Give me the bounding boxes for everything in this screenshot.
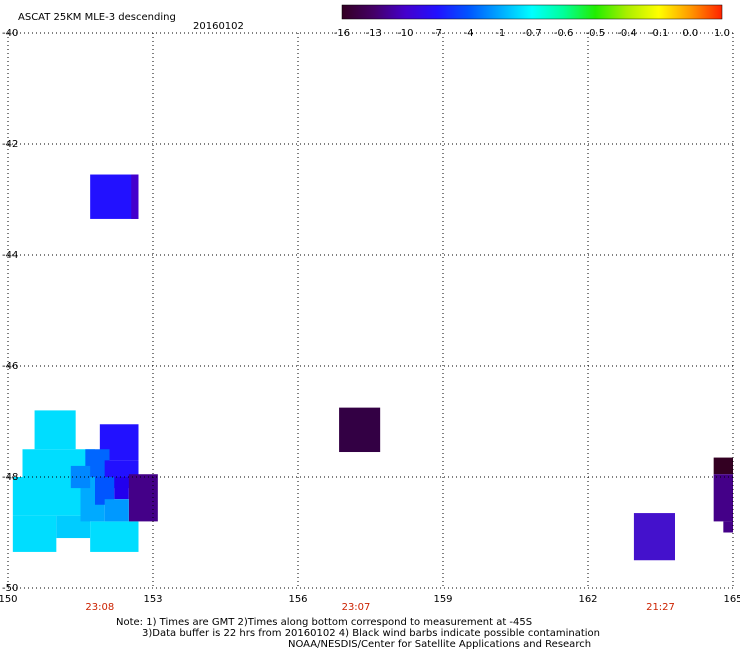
colorbar-label-2: -10 <box>397 28 413 39</box>
y-tick-label-4: -48 <box>2 472 18 483</box>
note-line-2: 3)Data buffer is 22 hrs from 20160102 4)… <box>142 628 600 639</box>
x-tick-label-3: 159 <box>433 594 452 605</box>
chart-date: 20160102 <box>193 21 244 32</box>
y-tick-label-5: -50 <box>2 583 18 594</box>
colorbar-label-10: -0.1 <box>649 28 669 39</box>
colorbar-label-5: -1 <box>495 28 505 39</box>
x-tick-label-5: 165 <box>723 594 740 605</box>
colorbar-label-3: -7 <box>432 28 442 39</box>
data-cell-21 <box>723 521 733 533</box>
time-label-0: 23:08 <box>85 602 114 613</box>
data-cell-5 <box>12 515 57 552</box>
data-cell-7 <box>90 521 139 552</box>
colorbar-gradient <box>341 4 723 20</box>
data-cell-0 <box>90 174 139 219</box>
colorbar-label-4: -4 <box>464 28 474 39</box>
y-tick-label-1: -42 <box>2 139 18 150</box>
colorbar-label-0: -16 <box>334 28 350 39</box>
note-line-1: Note: 1) Times are GMT 2)Times along bot… <box>116 617 532 628</box>
x-tick-label-1: 153 <box>143 594 162 605</box>
data-cell-16 <box>104 499 129 522</box>
data-cell-14 <box>114 477 129 500</box>
time-label-2: 21:27 <box>646 602 675 613</box>
colorbar-label-1: -13 <box>365 28 381 39</box>
note-line-3: NOAA/NESDIS/Center for Satellite Applica… <box>288 639 591 650</box>
chart-title: ASCAT 25KM MLE-3 descending <box>18 12 176 23</box>
data-cells <box>12 174 733 561</box>
colorbar: -16 -13 -10 -7 -4 -1 -0.7 -0.6 -0.5 -0.4 -0.1 0.0 1.… <box>334 4 730 39</box>
colorbar-label-7: -0.6 <box>554 28 574 39</box>
x-tick-label-4: 162 <box>578 594 597 605</box>
data-cell-13 <box>95 477 115 505</box>
y-tick-label-3: -46 <box>2 361 18 372</box>
data-cell-1 <box>131 174 139 219</box>
data-cell-17 <box>339 407 381 453</box>
colorbar-label-11: 0.0 <box>682 28 698 39</box>
y-tick-label-0: -40 <box>2 28 18 39</box>
x-tick-label-2: 156 <box>288 594 307 605</box>
x-tick-label-0: 150 <box>0 594 18 605</box>
data-cell-2 <box>34 410 76 450</box>
data-cell-18 <box>633 513 675 561</box>
colorbar-label-12: 1.0 <box>714 28 730 39</box>
colorbar-label-9: -0.4 <box>617 28 637 39</box>
data-cell-4 <box>12 477 81 516</box>
axes: 150 153 156 159 162 165 -40 -42 -44 -46 -48 -50 23:0… <box>0 28 740 613</box>
y-tick-label-2: -44 <box>2 250 18 261</box>
time-label-1: 23:07 <box>342 602 371 613</box>
grid <box>7 32 734 589</box>
colorbar-label-6: -0.7 <box>522 28 542 39</box>
data-cell-20 <box>713 474 733 522</box>
colorbar-label-8: -0.5 <box>586 28 606 39</box>
data-cell-19 <box>713 457 733 475</box>
